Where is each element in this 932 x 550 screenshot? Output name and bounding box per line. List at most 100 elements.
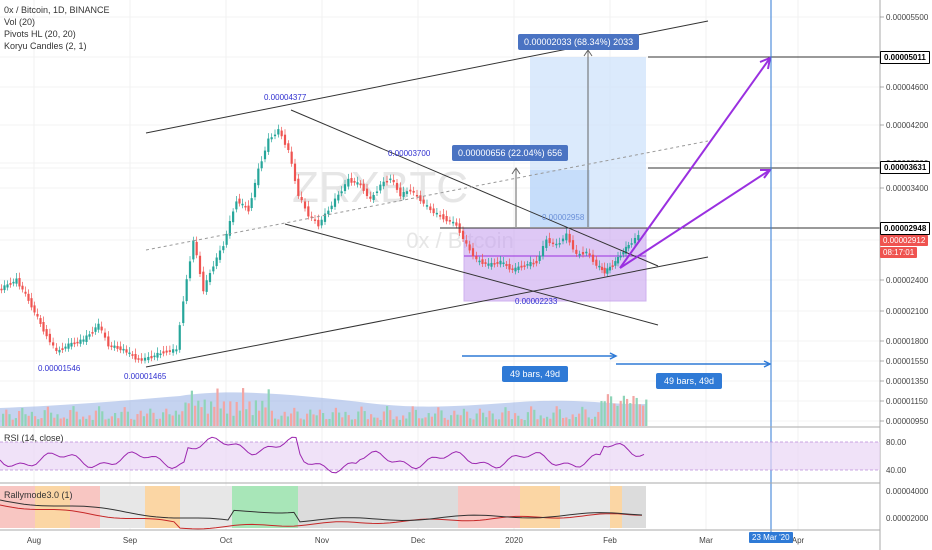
volume-bar <box>600 400 603 426</box>
candle-body <box>188 261 192 279</box>
volume-bar <box>514 413 517 426</box>
volume-bar <box>366 419 369 426</box>
volume-bar <box>562 417 565 426</box>
volume-bar <box>190 390 193 426</box>
volume-bar <box>229 401 232 426</box>
volume-bar <box>104 419 107 426</box>
candle-body <box>591 254 595 262</box>
candle-body <box>58 349 61 353</box>
legend-koryu: Koryu Candles (2, 1) <box>4 41 87 51</box>
candle-body <box>6 284 9 288</box>
volume-bar <box>251 415 254 426</box>
volume-bar <box>152 412 155 426</box>
candle-body <box>565 233 568 241</box>
volume-bar <box>165 408 168 426</box>
volume-bar <box>216 388 219 426</box>
candle-body <box>168 350 171 352</box>
rally-zone <box>232 486 298 528</box>
volume-bar <box>533 409 536 426</box>
candle-body <box>178 325 181 350</box>
candle-body <box>0 288 3 291</box>
candle-body <box>385 180 389 183</box>
candle-body <box>517 266 520 271</box>
volume-bar <box>18 411 21 426</box>
volume-bar <box>478 408 481 426</box>
candle-body <box>241 203 244 206</box>
rally-line-dark <box>0 499 643 523</box>
candle-body <box>490 262 493 267</box>
volume-bar <box>530 406 533 426</box>
volume-bar <box>146 413 149 426</box>
price-tick: 0.00003400 <box>886 184 929 193</box>
volume-bar <box>142 416 145 426</box>
volume-bar <box>21 407 24 426</box>
volume-bar <box>552 412 555 426</box>
volume-bar <box>414 409 417 426</box>
volume-bar <box>14 418 17 426</box>
volume-bar <box>331 412 334 426</box>
candle-body <box>475 256 478 260</box>
candle-body <box>244 205 247 208</box>
candle-body <box>616 257 620 264</box>
candle-body <box>52 342 55 346</box>
volume-bar <box>91 419 94 426</box>
candle-body <box>103 332 107 338</box>
volume-bar <box>24 414 27 426</box>
candle-body <box>287 143 290 151</box>
volume-bar <box>75 411 78 426</box>
candle-body <box>21 285 24 290</box>
candle-body <box>208 273 212 283</box>
candle-body <box>481 259 484 264</box>
rally-zone <box>145 486 180 528</box>
volume-bar <box>184 402 187 426</box>
volume-bar <box>46 406 49 426</box>
candle-body <box>198 255 202 275</box>
candle-body <box>496 262 499 264</box>
candle-body <box>225 233 228 245</box>
candle-body <box>122 348 125 351</box>
candle-body <box>212 266 215 272</box>
rally-zone <box>0 486 35 528</box>
price-tag-target-mid: 0.00003631 <box>880 161 931 174</box>
volume-bar <box>206 413 209 426</box>
candle-body <box>350 178 353 183</box>
volume-bar <box>338 412 341 426</box>
candle-body <box>247 205 250 212</box>
volume-bar <box>309 409 312 426</box>
volume-bar <box>88 415 91 426</box>
candle-body <box>588 253 591 256</box>
price-tick: 0.00002100 <box>886 307 929 316</box>
volume-bar <box>27 415 30 426</box>
candle-body <box>505 264 508 266</box>
candle-body <box>97 323 100 330</box>
volume-bar <box>587 417 590 426</box>
candle-body <box>310 216 313 219</box>
volume-bar <box>590 419 593 426</box>
measure-label-large: 0.00002033 (68.34%) 2033 <box>518 34 640 50</box>
candle-body <box>320 219 323 226</box>
candle-body <box>39 318 42 324</box>
volume-bar <box>213 406 216 426</box>
volume-bar <box>290 413 293 426</box>
candle-body <box>412 190 415 193</box>
volume-bar <box>638 404 641 426</box>
rsi-line <box>0 436 645 474</box>
volume-bar <box>427 413 430 426</box>
candle-body <box>222 246 225 251</box>
candle-body <box>468 244 471 251</box>
candle-body <box>333 198 337 207</box>
candle-body <box>12 281 15 284</box>
candle-body <box>270 137 273 140</box>
volume-bar <box>34 416 37 426</box>
volume-bar <box>11 419 14 426</box>
volume-bar <box>584 409 587 426</box>
candle-body <box>293 163 297 182</box>
candle-body <box>606 268 609 274</box>
candle-body <box>452 221 455 224</box>
volume-bar <box>283 411 286 426</box>
pivot-label-low-2: 0.00001546 <box>38 364 81 373</box>
volume-bar <box>469 418 472 426</box>
candle-body <box>399 187 402 197</box>
measure-label-small: 0.00000656 (22.04%) 656 <box>452 145 569 161</box>
volume-bar <box>43 410 46 426</box>
